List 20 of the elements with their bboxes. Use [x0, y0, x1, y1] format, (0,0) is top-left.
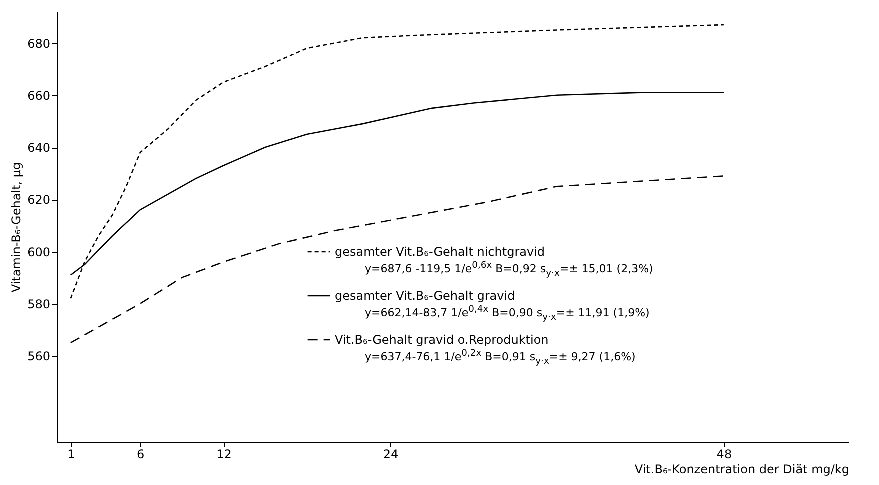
y-axis-title: Vitamin-B₆-Gehalt, µg [10, 162, 24, 293]
y-tick-label: 560 [28, 350, 50, 364]
legend-label: gesamter Vit.B₆-Gehalt nichtgravid [335, 245, 546, 259]
y-tick-label: 640 [28, 141, 50, 156]
annotation: y=662,14-83,7 1/e$^{0,4x}$ B=0,90 s$_{y·x}$=± 11,91 (1,9%) [365, 304, 650, 323]
x-tick-label: 6 [137, 448, 145, 462]
legend-label: gesamter Vit.B₆-Gehalt gravid [335, 289, 516, 303]
x-tick-label: 12 [216, 448, 232, 462]
x-axis-title: Vit.B₆-Konzentration der Diät mg/kg [634, 462, 850, 476]
legend-label: Vit.B₆-Gehalt gravid o.Reproduktion [335, 333, 549, 347]
x-tick-label: 48 [716, 448, 732, 462]
y-tick-label: 660 [28, 88, 50, 103]
annotation: y=687,6 -119,5 1/e$^{0,6x}$ B=0,92 s$_{y·x}$=± 15,01 (2,3%) [365, 260, 654, 279]
y-tick-label: 620 [28, 193, 50, 208]
y-tick-label: 600 [28, 245, 50, 260]
y-tick-label: 680 [28, 36, 50, 51]
annotation: y=637,4-76,1 1/e$^{0,2x}$ B=0,91 s$_{y·x}$=± 9,27 (1,6%) [365, 348, 636, 367]
y-tick-label: 580 [28, 297, 50, 312]
x-tick-label: 1 [68, 448, 76, 462]
x-tick-label: 24 [383, 448, 399, 462]
